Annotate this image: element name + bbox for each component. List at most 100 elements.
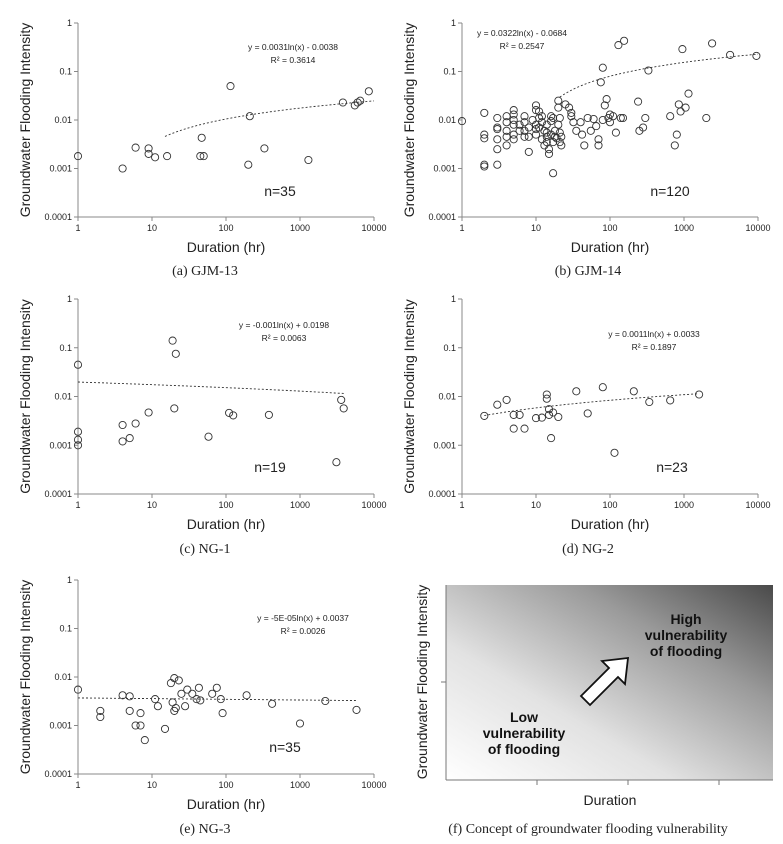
data-point: [509, 135, 518, 144]
data-point: [350, 101, 359, 110]
y-axis-label: Groundwater Flooding Intensity: [17, 299, 33, 494]
data-point: [245, 112, 254, 121]
y-tick-label: 1: [67, 575, 72, 585]
sample-count: n=35: [264, 183, 296, 199]
data-point: [583, 409, 592, 418]
data-point: [515, 120, 524, 129]
data-point: [338, 98, 347, 107]
trend-equation: y = 0.0322ln(x) - 0.0684: [477, 28, 567, 38]
trend-equation: y = 0.0031ln(x) - 0.0038: [248, 42, 338, 52]
data-point: [183, 685, 192, 694]
y-tick-label: 0.01: [438, 115, 456, 125]
data-point: [125, 706, 134, 715]
r-squared: R² = 0.0026: [281, 626, 326, 636]
x-axis-label: Duration (hr): [571, 239, 650, 255]
y-tick-label: 0.0001: [44, 212, 72, 222]
x-tick-label: 1000: [674, 223, 694, 233]
data-point: [572, 387, 581, 396]
data-point: [681, 103, 690, 112]
data-point: [144, 144, 153, 153]
data-point: [125, 692, 134, 701]
data-point: [644, 66, 653, 75]
data-point: [194, 683, 203, 692]
data-point: [708, 39, 717, 48]
data-point: [752, 51, 761, 60]
data-point: [537, 112, 546, 121]
r-squared: R² = 0.1897: [632, 342, 677, 352]
data-point: [118, 164, 127, 173]
data-point: [509, 115, 518, 125]
data-point: [73, 427, 83, 436]
data-point: [509, 120, 518, 129]
r-squared: R² = 0.0063: [262, 333, 307, 343]
data-point: [554, 103, 563, 112]
data-point: [555, 113, 564, 123]
data-point: [118, 691, 127, 700]
x-tick-label: 100: [218, 780, 233, 790]
sample-count: n=120: [650, 183, 690, 199]
concept-panel: Groundwater Flooding Intensity Duration …: [414, 585, 773, 837]
data-point: [174, 676, 183, 685]
data-point: [212, 683, 221, 692]
data-point: [555, 128, 564, 137]
y-tick-label: 0.1: [443, 343, 456, 353]
data-point: [616, 113, 625, 123]
data-point: [565, 103, 574, 112]
data-point: [594, 135, 603, 144]
trendline: [77, 381, 345, 394]
data-point: [125, 434, 134, 443]
data-point: [583, 113, 592, 123]
data-point: [557, 132, 566, 141]
data-point: [620, 36, 629, 45]
data-point: [520, 424, 529, 433]
data-point: [544, 145, 554, 154]
data-point: [702, 113, 711, 123]
data-point: [550, 132, 559, 141]
x-tick-label: 1000: [290, 223, 310, 233]
data-point: [550, 126, 559, 135]
data-point: [502, 141, 511, 150]
data-point: [674, 100, 683, 109]
data-point: [153, 702, 162, 711]
data-point: [136, 721, 145, 730]
data-point: [131, 721, 140, 730]
data-point: [163, 152, 172, 161]
data-point: [666, 112, 675, 121]
x-tick-label: 100: [602, 500, 617, 510]
data-point: [586, 126, 595, 135]
data-point: [136, 709, 145, 718]
data-point: [670, 141, 679, 150]
data-point: [170, 404, 179, 413]
data-point: [610, 448, 619, 457]
concept-y-label: Groundwater Flooding Intensity: [414, 585, 430, 780]
y-tick-label: 0.01: [54, 672, 72, 682]
data-point: [598, 63, 607, 72]
data-point: [364, 87, 373, 96]
data-point: [160, 724, 170, 733]
data-point: [515, 410, 524, 419]
concept-low-label-2: vulnerability: [483, 725, 566, 741]
x-tick-label: 1000: [290, 500, 310, 510]
data-point: [554, 96, 563, 105]
data-point: [554, 120, 563, 129]
x-axis-label: Duration (hr): [571, 516, 650, 532]
sample-count: n=35: [269, 739, 301, 755]
data-point: [73, 360, 83, 369]
data-point: [695, 390, 704, 399]
x-tick-label: 10000: [361, 780, 386, 790]
y-tick-label: 0.0001: [44, 769, 72, 779]
concept-low-label-1: Low: [510, 709, 538, 725]
data-point: [73, 441, 83, 450]
arrow-up-right-icon: [579, 656, 630, 707]
data-point: [96, 712, 105, 722]
data-point: [216, 695, 225, 704]
data-point: [531, 414, 541, 423]
trendline: [484, 393, 700, 417]
data-point: [592, 122, 601, 131]
data-point: [225, 408, 234, 417]
data-point: [618, 113, 628, 123]
data-point: [177, 689, 186, 698]
